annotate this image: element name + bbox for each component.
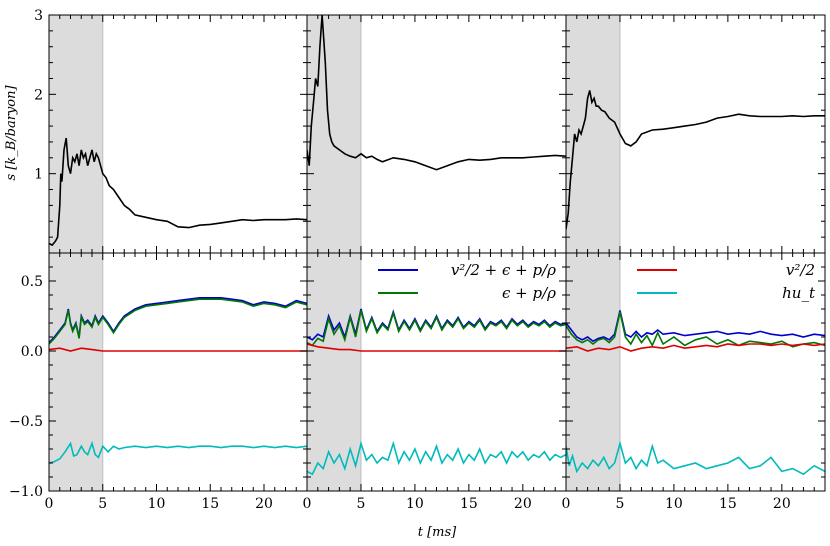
panel-top-middle <box>306 14 567 254</box>
panel-top-left: 1 2 3 <box>34 8 308 254</box>
y-tick-label: 2 <box>34 87 43 103</box>
x-tick-label: 15 <box>201 496 219 512</box>
y-tick-label: 1 <box>34 167 43 183</box>
x-tick-label: 0 <box>562 496 571 512</box>
shaded-region <box>49 15 103 253</box>
x-tick-label: 10 <box>406 496 424 512</box>
series-line-top-middle-0 <box>307 15 566 171</box>
series-line-bottom-right-3 <box>566 440 825 476</box>
series-line-bottom-middle-1 <box>307 310 566 347</box>
x-tick-label: 10 <box>148 496 166 512</box>
shaded-region <box>307 253 361 491</box>
series-line-bottom-right-1 <box>566 311 825 348</box>
y-tick-label: −1.0 <box>9 484 43 500</box>
x-tick-label: 0 <box>303 496 312 512</box>
series-line-top-left-0 <box>49 137 307 247</box>
series-line-bottom-left-1 <box>49 298 307 345</box>
x-tick-label: 0 <box>45 496 54 512</box>
x-tick-label: 10 <box>665 496 683 512</box>
panel-bottom-right: 0 5 10 15 20 v²/2 hu_t <box>562 252 826 512</box>
series-line-bottom-middle-3 <box>307 440 566 476</box>
x-tick-label: 20 <box>773 496 791 512</box>
series-line-top-right-0 <box>566 90 825 230</box>
x-axis-label: t [ms] <box>418 525 457 540</box>
x-tick-label: 15 <box>460 496 478 512</box>
y-tick-label: 3 <box>34 8 43 24</box>
y-tick-label: 0.5 <box>21 274 43 290</box>
x-tick-label: 5 <box>615 496 624 512</box>
series-line-bottom-right-0 <box>566 310 825 343</box>
panel-top-right <box>565 14 826 254</box>
legend-label: v²/2 <box>786 261 815 279</box>
series-line-bottom-middle-2 <box>307 343 566 352</box>
x-tick-label: 15 <box>719 496 737 512</box>
x-tick-label: 20 <box>514 496 532 512</box>
x-tick-label: 20 <box>255 496 273 512</box>
x-tick-label: 5 <box>98 496 107 512</box>
panel-bottom-middle: 0 5 10 15 20 v²/2 + ϵ + p/ρ ϵ + p/ρ <box>303 252 567 512</box>
series-line-bottom-left-2 <box>49 347 307 352</box>
y-axis-label-top: s [k_B/baryon] <box>4 85 19 181</box>
legend-label: hu_t <box>782 284 816 302</box>
shaded-region <box>307 15 361 253</box>
y-tick-label: −0.5 <box>9 414 43 430</box>
series-line-bottom-left-3 <box>49 440 307 464</box>
shaded-region <box>566 253 620 491</box>
x-tick-label: 5 <box>356 496 365 512</box>
legend-label: v²/2 + ϵ + p/ρ <box>451 261 556 279</box>
series-line-bottom-right-2 <box>566 343 825 352</box>
y-tick-label: 0.0 <box>21 344 43 360</box>
panel-bottom-left: −1.0 −0.5 0.0 0.5 0 5 10 15 20 <box>9 252 308 512</box>
legend-label: ϵ + p/ρ <box>502 284 556 302</box>
